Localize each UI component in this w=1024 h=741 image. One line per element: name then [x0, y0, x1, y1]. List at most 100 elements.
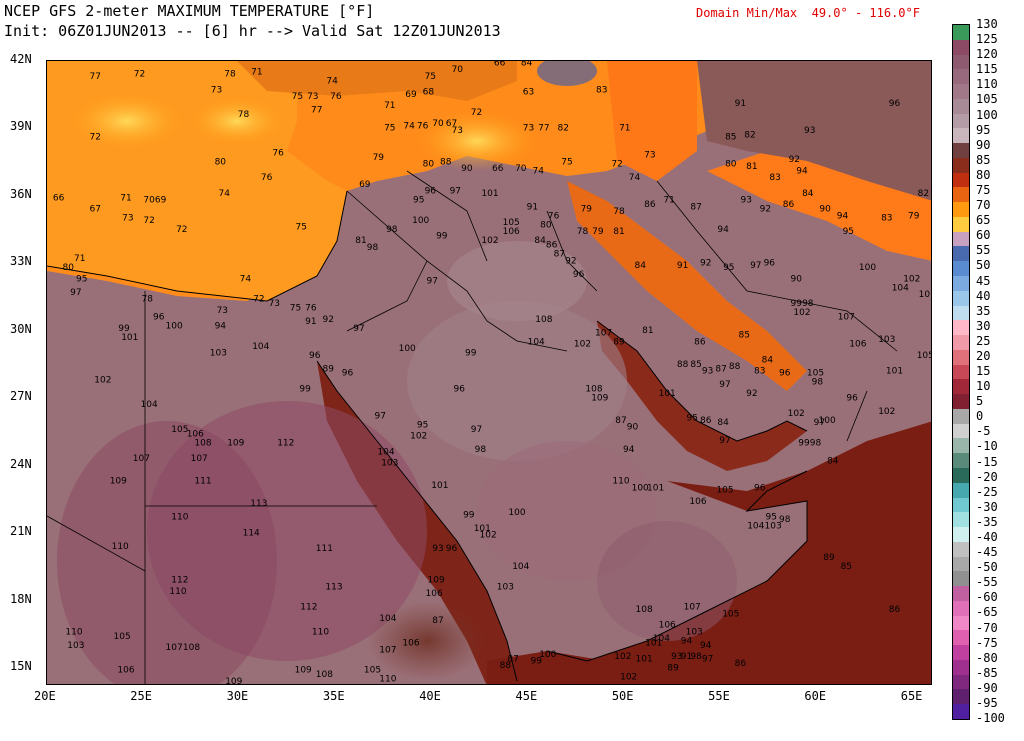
temperature-value: 114	[243, 528, 260, 538]
temperature-value: 71	[120, 193, 131, 203]
colorbar-label: -40	[976, 530, 998, 544]
temperature-value: 101	[886, 367, 903, 377]
colorbar-label: 95	[976, 122, 991, 137]
temperature-value: 81	[355, 236, 366, 246]
temperature-value: 113	[325, 582, 342, 592]
temperature-value: 107	[684, 603, 701, 613]
colorbar-label: -35	[976, 514, 998, 529]
longitude-tick: 40E	[419, 689, 441, 703]
temperature-value: 73	[217, 306, 228, 316]
longitude-tick: 55E	[708, 689, 730, 703]
latitude-tick: 21N	[10, 524, 32, 539]
colorbar-label: 55	[976, 243, 991, 258]
temperature-value: 98	[386, 225, 398, 235]
longitude-tick: 50E	[611, 689, 634, 703]
temperature-value: 101	[481, 189, 498, 199]
temperature-value: 102	[793, 308, 810, 318]
temperature-value: 101	[647, 483, 664, 493]
colorbar-label: -10	[976, 439, 998, 454]
temperature-value: 105	[171, 425, 188, 435]
colorbar-segment	[953, 113, 969, 129]
colorbar-label: 120	[976, 47, 998, 62]
temperature-map: 77 72 78 71 74 75 70 66 84 73 75 73 76 69 68 63 83 91 96 72…	[47, 61, 932, 684]
temperature-value: 75	[292, 92, 303, 102]
temperature-value: 106	[117, 666, 134, 676]
temperature-value: 72	[143, 216, 154, 226]
colorbar-label: -85	[976, 665, 998, 680]
colorbar-segment	[953, 689, 969, 705]
temperature-value: 99	[465, 349, 477, 359]
temperature-value: 106	[187, 429, 204, 439]
temperature-value: 102	[620, 672, 637, 682]
temperature-value: 105	[807, 369, 824, 379]
temperature-value: 88	[677, 360, 689, 370]
temperature-value: 87	[432, 616, 443, 626]
colorbar-segment	[953, 276, 969, 292]
temperature-value: 74	[326, 77, 338, 87]
temperature-value: 78	[238, 110, 250, 120]
temperature-value: 98	[367, 243, 379, 253]
colorbar-segment	[953, 527, 969, 543]
temperature-value: 76	[548, 211, 560, 221]
colorbar-segment	[953, 423, 969, 439]
temperature-value: 110	[312, 627, 329, 637]
temperature-value: 112	[300, 603, 317, 613]
temperature-value: 66	[492, 164, 504, 174]
temperature-value: 98	[779, 515, 791, 525]
temperature-value: 76	[417, 121, 429, 131]
temperature-value: 91	[735, 99, 746, 109]
temperature-value: 87	[715, 364, 726, 374]
temperature-value: 83	[769, 173, 780, 183]
temperature-value: 90	[461, 164, 473, 174]
temperature-value: 100	[399, 344, 416, 354]
temperature-value: 97	[426, 277, 437, 287]
temperature-value: 102	[574, 340, 591, 350]
temperature-value: 96	[889, 99, 901, 109]
colorbar-segment	[953, 674, 969, 690]
colorbar-segment	[953, 482, 969, 498]
temperature-value: 76	[330, 92, 342, 102]
temperature-value: 89	[667, 663, 679, 673]
temperature-value: 108	[183, 643, 200, 653]
temperature-value: 85	[841, 562, 852, 572]
temperature-value: 94	[681, 636, 693, 646]
temperature-value: 97	[353, 324, 364, 334]
colorbar-segment	[953, 128, 969, 144]
temperature-value: 105	[917, 351, 932, 361]
temperature-value: 96	[309, 351, 321, 361]
temperature-value: 71	[663, 196, 674, 206]
temperature-value: 101	[121, 333, 138, 343]
temperature-value: 93	[740, 196, 751, 206]
temperature-value: 73	[307, 92, 318, 102]
temperature-value: 108	[585, 385, 602, 395]
colorbar-label: 15	[976, 364, 991, 378]
temperature-value: 78	[141, 295, 153, 305]
temperature-value: 96	[754, 483, 766, 493]
temperature-value: 75	[290, 304, 301, 314]
colorbar-label: -95	[976, 695, 998, 710]
temperature-value: 95	[765, 513, 776, 523]
temperature-value: 72	[134, 70, 145, 80]
temperature-value: 106	[402, 639, 419, 649]
colorbar-label: -60	[976, 590, 998, 605]
colorbar-label: 100	[976, 107, 998, 122]
temperature-value: 72	[611, 160, 622, 170]
temperature-value: 112	[277, 438, 294, 448]
map-title: NCEP GFS 2-meter MAXIMUM TEMPERATURE [°F…	[4, 2, 501, 40]
temperature-value: 80	[215, 157, 227, 167]
longitude-tick: 25E	[130, 689, 152, 703]
colorbar-segment	[953, 335, 969, 351]
temperature-value: 79	[373, 153, 385, 163]
colorbar-label: -80	[976, 650, 998, 665]
temperature-value: 101	[659, 389, 676, 399]
temperature-value: 99	[790, 299, 802, 309]
colorbar-label: -20	[976, 469, 998, 484]
temperature-value: 79	[592, 227, 604, 237]
temperature-value: 107	[133, 454, 150, 464]
temperature-value: 92	[565, 256, 576, 266]
colorbar-segment	[953, 84, 969, 100]
temperature-value: 71	[619, 124, 630, 134]
temperature-value: 103	[686, 627, 703, 637]
colorbar-segment	[953, 586, 969, 602]
temperature-value: 89	[823, 553, 835, 563]
